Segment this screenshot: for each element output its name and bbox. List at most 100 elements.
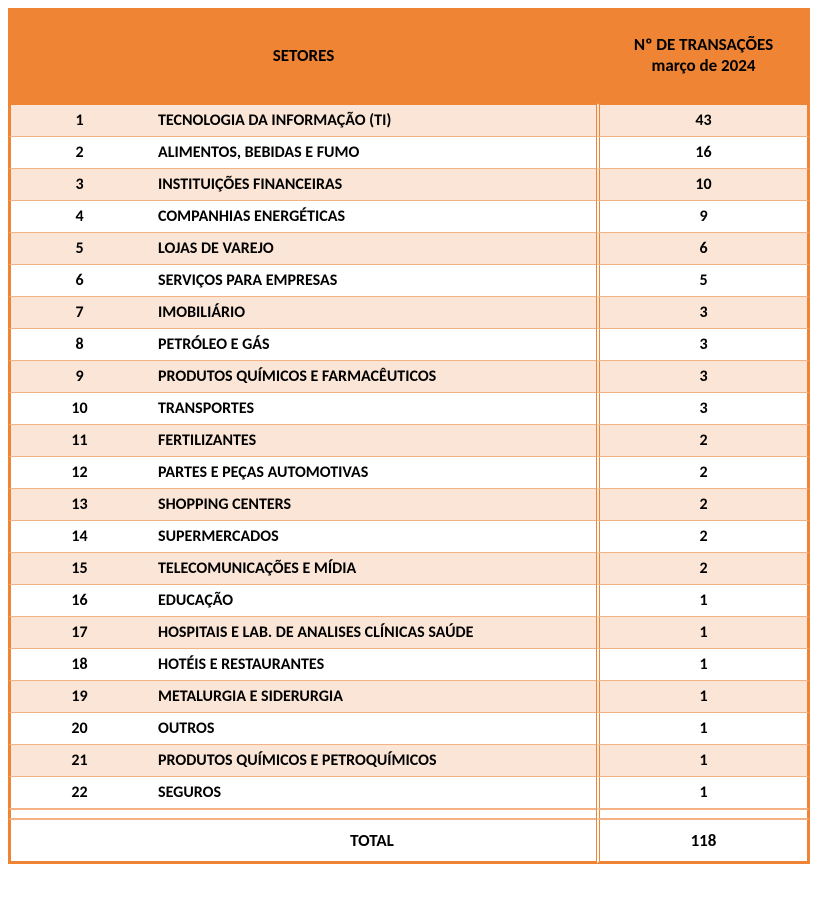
row-value: 9 xyxy=(596,201,810,233)
header-transacoes-line2: março de 2024 xyxy=(651,55,755,76)
table-row: 5LOJAS DE VAREJO6 xyxy=(8,233,810,265)
row-index: 1 xyxy=(8,103,148,137)
row-value: 1 xyxy=(596,681,810,713)
row-value: 43 xyxy=(596,103,810,137)
row-sector: HOTÉIS E RESTAURANTES xyxy=(148,649,596,681)
row-value: 1 xyxy=(596,777,810,809)
row-value: 3 xyxy=(596,329,810,361)
row-sector: TRANSPORTES xyxy=(148,393,596,425)
row-sector: PETRÓLEO E GÁS xyxy=(148,329,596,361)
row-index: 12 xyxy=(8,457,148,489)
row-sector: PRODUTOS QUÍMICOS E FARMACÊUTICOS xyxy=(148,361,596,393)
row-value: 3 xyxy=(596,297,810,329)
table-row: 6SERVIÇOS PARA EMPRESAS5 xyxy=(8,265,810,297)
row-sector: SHOPPING CENTERS xyxy=(148,489,596,521)
header-transacoes-line1: Nº DE TRANSAÇÕES xyxy=(634,34,773,55)
table-row: 13SHOPPING CENTERS2 xyxy=(8,489,810,521)
total-value: 118 xyxy=(596,819,810,864)
row-index: 7 xyxy=(8,297,148,329)
table-row: 1TECNOLOGIA DA INFORMAÇÃO (TI)43 xyxy=(8,103,810,137)
table-row: 12PARTES E PEÇAS AUTOMOTIVAS2 xyxy=(8,457,810,489)
row-sector: METALURGIA E SIDERURGIA xyxy=(148,681,596,713)
row-sector: OUTROS xyxy=(148,713,596,745)
row-value: 6 xyxy=(596,233,810,265)
table-row: 16EDUCAÇÃO1 xyxy=(8,585,810,617)
table-row: 17HOSPITAIS E LAB. DE ANALISES CLÍNICAS … xyxy=(8,617,810,649)
row-value: 3 xyxy=(596,393,810,425)
row-value: 10 xyxy=(596,169,810,201)
row-sector: COMPANHIAS ENERGÉTICAS xyxy=(148,201,596,233)
row-sector: SUPERMERCADOS xyxy=(148,521,596,553)
table-row: 4COMPANHIAS ENERGÉTICAS9 xyxy=(8,201,810,233)
row-index: 16 xyxy=(8,585,148,617)
table-row: 14SUPERMERCADOS2 xyxy=(8,521,810,553)
row-sector: PRODUTOS QUÍMICOS E PETROQUÍMICOS xyxy=(148,745,596,777)
table-row: 11FERTILIZANTES2 xyxy=(8,425,810,457)
row-index: 18 xyxy=(8,649,148,681)
table-row: 21PRODUTOS QUÍMICOS E PETROQUÍMICOS1 xyxy=(8,745,810,777)
row-index: 5 xyxy=(8,233,148,265)
table-row: 20OUTROS1 xyxy=(8,713,810,745)
row-sector: LOJAS DE VAREJO xyxy=(148,233,596,265)
table-row: 15TELECOMUNICAÇÕES E MÍDIA2 xyxy=(8,553,810,585)
transactions-table: SETORES Nº DE TRANSAÇÕES março de 2024 1… xyxy=(8,8,810,864)
table-row: 7IMOBILIÁRIO3 xyxy=(8,297,810,329)
header-transacoes: Nº DE TRANSAÇÕES março de 2024 xyxy=(596,8,810,103)
total-label: TOTAL xyxy=(148,819,596,864)
table-row: 3INSTITUIÇÕES FINANCEIRAS10 xyxy=(8,169,810,201)
row-value: 1 xyxy=(596,617,810,649)
total-row: TOTAL 118 xyxy=(8,819,810,864)
row-index: 17 xyxy=(8,617,148,649)
row-index: 8 xyxy=(8,329,148,361)
row-index: 2 xyxy=(8,137,148,169)
row-value: 2 xyxy=(596,521,810,553)
row-value: 2 xyxy=(596,489,810,521)
row-sector: HOSPITAIS E LAB. DE ANALISES CLÍNICAS SA… xyxy=(148,617,596,649)
row-index: 13 xyxy=(8,489,148,521)
row-sector: TECNOLOGIA DA INFORMAÇÃO (TI) xyxy=(148,103,596,137)
row-index: 11 xyxy=(8,425,148,457)
row-value: 1 xyxy=(596,585,810,617)
row-index: 19 xyxy=(8,681,148,713)
row-value: 1 xyxy=(596,713,810,745)
row-sector: SERVIÇOS PARA EMPRESAS xyxy=(148,265,596,297)
row-index: 20 xyxy=(8,713,148,745)
table-row: 2ALIMENTOS, BEBIDAS E FUMO16 xyxy=(8,137,810,169)
row-sector: SEGUROS xyxy=(148,777,596,809)
row-value: 2 xyxy=(596,457,810,489)
row-index: 9 xyxy=(8,361,148,393)
table-row: 19METALURGIA E SIDERURGIA1 xyxy=(8,681,810,713)
row-index: 4 xyxy=(8,201,148,233)
row-index: 6 xyxy=(8,265,148,297)
total-blank xyxy=(8,819,148,864)
row-value: 5 xyxy=(596,265,810,297)
table-row: 10TRANSPORTES3 xyxy=(8,393,810,425)
table-footer: TOTAL 118 xyxy=(8,809,810,864)
row-sector: PARTES E PEÇAS AUTOMOTIVAS xyxy=(148,457,596,489)
row-value: 16 xyxy=(596,137,810,169)
row-index: 14 xyxy=(8,521,148,553)
table-row: 18HOTÉIS E RESTAURANTES1 xyxy=(8,649,810,681)
transactions-table-container: SETORES Nº DE TRANSAÇÕES março de 2024 1… xyxy=(8,8,810,864)
table-row: 8PETRÓLEO E GÁS3 xyxy=(8,329,810,361)
row-value: 1 xyxy=(596,649,810,681)
row-index: 21 xyxy=(8,745,148,777)
row-sector: INSTITUIÇÕES FINANCEIRAS xyxy=(148,169,596,201)
row-sector: TELECOMUNICAÇÕES E MÍDIA xyxy=(148,553,596,585)
row-index: 10 xyxy=(8,393,148,425)
header-setores: SETORES xyxy=(8,8,596,103)
row-sector: EDUCAÇÃO xyxy=(148,585,596,617)
row-index: 15 xyxy=(8,553,148,585)
row-value: 1 xyxy=(596,745,810,777)
row-sector: FERTILIZANTES xyxy=(148,425,596,457)
table-row: 22SEGUROS1 xyxy=(8,777,810,809)
table-body: 1TECNOLOGIA DA INFORMAÇÃO (TI)432ALIMENT… xyxy=(8,103,810,809)
row-sector: ALIMENTOS, BEBIDAS E FUMO xyxy=(148,137,596,169)
row-value: 2 xyxy=(596,553,810,585)
row-value: 3 xyxy=(596,361,810,393)
row-index: 3 xyxy=(8,169,148,201)
table-row: 9PRODUTOS QUÍMICOS E FARMACÊUTICOS3 xyxy=(8,361,810,393)
row-index: 22 xyxy=(8,777,148,809)
table-header: SETORES Nº DE TRANSAÇÕES março de 2024 xyxy=(8,8,810,103)
row-sector: IMOBILIÁRIO xyxy=(148,297,596,329)
